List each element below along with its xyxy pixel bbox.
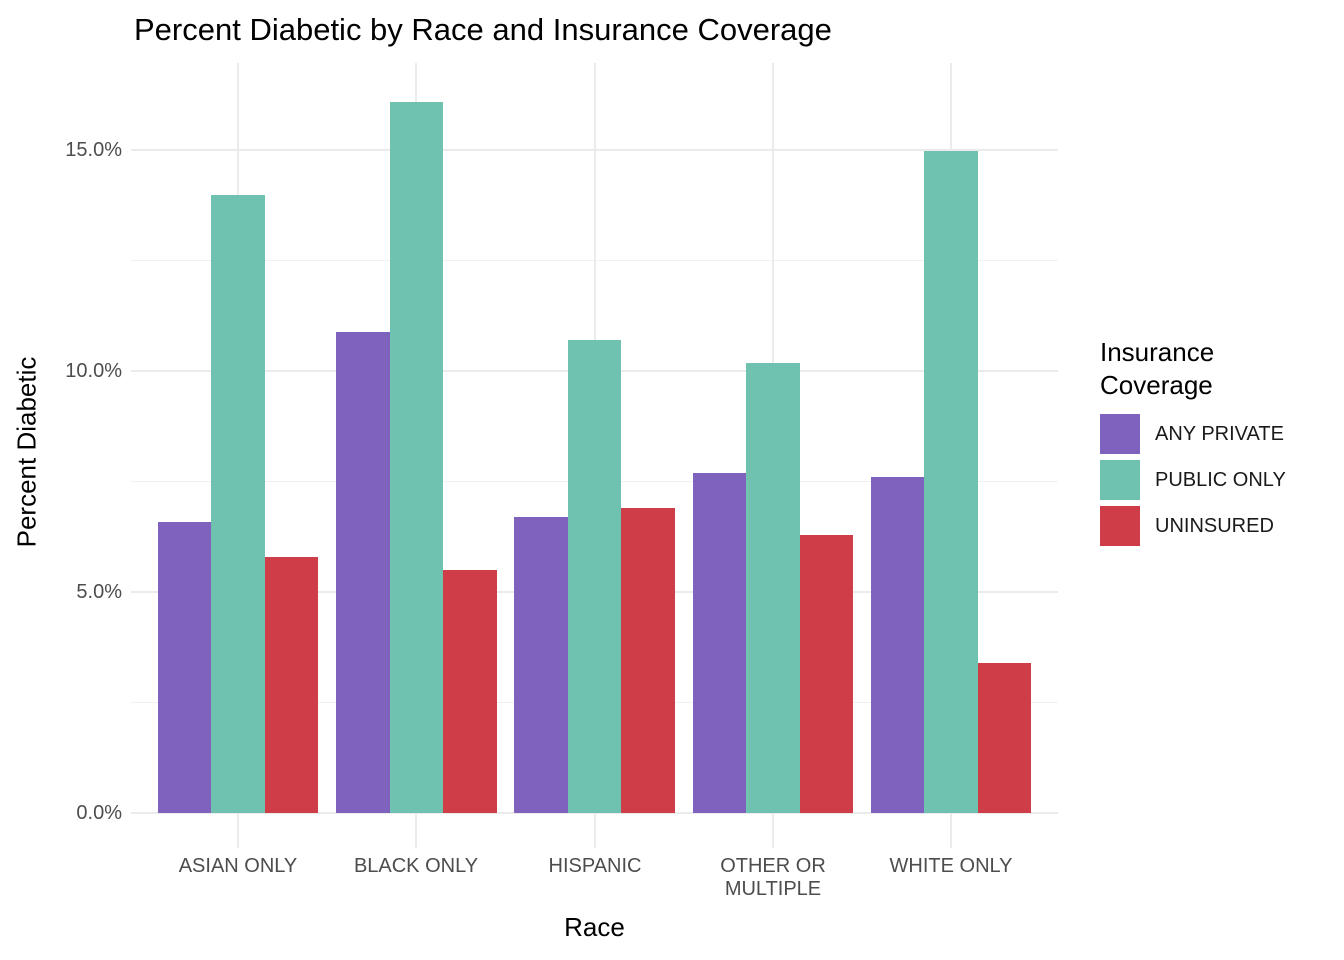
legend-swatch-any-private xyxy=(1100,414,1140,454)
bar-asian-only-any-private xyxy=(158,522,211,813)
x-tick-label: BLACK ONLY xyxy=(353,855,479,877)
y-tick-label: 15.0% xyxy=(65,139,122,161)
bar-hispanic-any-private xyxy=(514,517,568,813)
legend-item-label: PUBLIC ONLY xyxy=(1155,468,1286,491)
x-tick-label: WHITE ONLY xyxy=(889,855,1013,877)
legend-title: Insurance Coverage xyxy=(1100,337,1215,400)
bar-white-only-any-private xyxy=(871,477,924,813)
legend-swatch-uninsured xyxy=(1100,506,1140,546)
bar-other-or-multiple-public-only xyxy=(746,363,800,813)
bar-black-only-any-private xyxy=(336,332,390,813)
x-tick-label: ASIAN ONLY xyxy=(178,855,298,877)
legend-item-uninsured: UNINSURED xyxy=(1100,506,1344,546)
legend-item-label: UNINSURED xyxy=(1155,514,1274,537)
bar-black-only-public-only xyxy=(390,102,443,813)
legend-item-public-only: PUBLIC ONLY xyxy=(1100,460,1344,500)
legend-swatch-public-only xyxy=(1100,460,1140,500)
bar-other-or-multiple-any-private xyxy=(693,473,746,813)
chart-title: Percent Diabetic by Race and Insurance C… xyxy=(134,12,832,47)
bar-black-only-uninsured xyxy=(443,570,497,813)
legend-items: ANY PRIVATE PUBLIC ONLY UNINSURED xyxy=(1100,414,1344,546)
legend-item-label: ANY PRIVATE xyxy=(1155,422,1284,445)
y-tick-label: 10.0% xyxy=(65,360,122,382)
bar-asian-only-public-only xyxy=(211,195,265,813)
x-axis-title: Race xyxy=(564,912,625,942)
bar-asian-only-uninsured xyxy=(265,557,318,813)
x-tick-label: HISPANIC xyxy=(548,855,642,877)
bar-white-only-public-only xyxy=(924,151,978,813)
x-tick-label: OTHER OR MULTIPLE xyxy=(720,855,826,900)
legend: Insurance Coverage ANY PRIVATE PUBLIC ONL… xyxy=(1100,336,1344,552)
legend-item-any-private: ANY PRIVATE xyxy=(1100,414,1344,454)
y-tick-label: 0.0% xyxy=(76,802,122,824)
y-axis-title: Percent Diabetic xyxy=(11,356,42,548)
bar-hispanic-uninsured xyxy=(621,508,675,813)
bar-hispanic-public-only xyxy=(568,340,621,813)
bar-other-or-multiple-uninsured xyxy=(800,535,853,813)
bar-white-only-uninsured xyxy=(978,663,1031,813)
y-tick-label: 5.0% xyxy=(76,581,122,603)
